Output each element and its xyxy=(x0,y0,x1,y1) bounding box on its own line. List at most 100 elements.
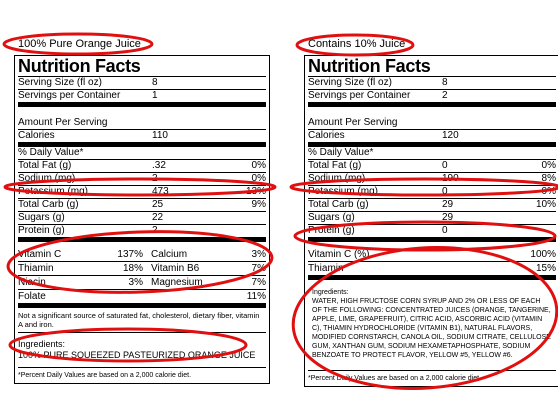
cell: 0 xyxy=(442,225,448,236)
cell: 473 xyxy=(152,186,169,197)
nutrient-row: Total Fat (g) .32 0% xyxy=(18,160,266,173)
ingredients: Ingredients: 100% PURE SQUEEZED PASTEURIZ… xyxy=(18,333,266,368)
daily-value: % Daily Value* xyxy=(18,147,266,160)
cell: 2 xyxy=(152,173,158,184)
calories-row: Calories 110 xyxy=(18,130,266,147)
nutrient-row: Potassium (mg) 473 13% xyxy=(18,186,266,199)
amount-per-serving: Amount Per Serving xyxy=(308,117,556,130)
cell: 8% xyxy=(541,173,556,184)
cell: Total Carb (g) xyxy=(18,199,79,210)
nutrient-row: Total Carb (g) 29 10% xyxy=(308,199,556,212)
ingredients-label: Ingredients: xyxy=(312,289,349,296)
label-title: 100% Pure Orange Juice xyxy=(18,38,141,50)
amount-per-serving: Amount Per Serving xyxy=(18,117,266,130)
cell: 0% xyxy=(251,160,266,171)
cell: Folate xyxy=(18,291,46,302)
cell: 3% xyxy=(128,277,143,288)
cell: 29 xyxy=(442,212,454,223)
header: Nutrition Facts xyxy=(18,56,266,77)
header: Nutrition Facts xyxy=(308,56,556,77)
cell: Vitamin C (%) xyxy=(308,249,370,260)
cell: Serving Size (fl oz) xyxy=(308,77,392,88)
cell: 22 xyxy=(152,212,164,223)
cell: 3% xyxy=(251,249,266,260)
vitamin-row: Vitamin C (%) 100% xyxy=(308,248,556,262)
vitamin-row: Thiamin 15% xyxy=(308,262,556,280)
spacer xyxy=(308,107,556,117)
cell: 120 xyxy=(442,130,459,141)
cell: Niacin xyxy=(18,277,46,288)
daily-value: % Daily Value* xyxy=(308,147,556,160)
nutrient-row: Sodium (mg) 2 0% xyxy=(18,173,266,186)
cell: 9% xyxy=(251,199,266,210)
cell: Magnesium xyxy=(151,277,203,288)
nutrient-row: Total Fat (g) 0 0% xyxy=(308,160,556,173)
cell: 0% xyxy=(251,173,266,184)
cell: 7% xyxy=(251,277,266,288)
nutrition-label: Nutrition Facts Serving Size (fl oz) 8 Serv… xyxy=(304,55,558,387)
cell: 137% xyxy=(117,249,143,260)
vitamin-row: Vitamin C 137% Calcium 3% xyxy=(18,248,266,262)
cell: Serving Size (fl oz) xyxy=(18,77,102,88)
cell: Protein (g) xyxy=(18,225,65,236)
cell: Thiamin xyxy=(308,263,344,274)
cell: .32 xyxy=(152,160,166,171)
ingredients-label: Ingredients: xyxy=(18,339,66,349)
cell: 10% xyxy=(535,199,556,210)
cell: Sodium (mg) xyxy=(18,173,76,184)
cell: Total Fat (g) xyxy=(18,160,72,171)
vitamin-row: Thiamin 18% Vitamin B6 7% xyxy=(18,262,266,276)
cell: Total Carb (g) xyxy=(308,199,369,210)
cell: Potassium (mg) xyxy=(308,186,379,197)
cell: 7% xyxy=(251,263,266,274)
cell: Sugars (g) xyxy=(308,212,355,223)
cell: 25 xyxy=(152,199,164,210)
cell: Calories xyxy=(18,130,55,141)
cell: 2 xyxy=(152,225,158,236)
ingredients-text: WATER, HIGH FRUCTOSE CORN SYRUP AND 2% O… xyxy=(312,298,551,359)
cell: Protein (g) xyxy=(308,225,355,236)
nutrient-row: Potassium (mg) 0 0% xyxy=(308,186,556,199)
cell: Sugars (g) xyxy=(18,212,65,223)
cell: 0 xyxy=(442,160,448,171)
cell: 18% xyxy=(122,263,143,274)
ingredients-text: 100% PURE SQUEEZED PASTEURIZED ORANGE JU… xyxy=(18,350,256,360)
cell: Calcium xyxy=(151,249,188,260)
nutrient-row: Sugars (g) 22 xyxy=(18,212,266,225)
nutrient-row: Protein (g) 2 xyxy=(18,225,266,242)
serving-row: Serving Size (fl oz) 8 xyxy=(18,77,266,90)
vitamin-row: Folate 11% xyxy=(18,290,266,308)
nutrient-row: Protein (g) 0 xyxy=(308,225,556,242)
cell: 8 xyxy=(442,77,448,88)
cell: 190 xyxy=(442,173,459,184)
serving-row: Servings per Container 1 xyxy=(18,90,266,107)
nutrition-label: Nutrition Facts Serving Size (fl oz) 8 Serv… xyxy=(14,55,270,384)
cell: Calories xyxy=(308,130,345,141)
cell: 2 xyxy=(442,90,448,101)
cell: 100% xyxy=(530,249,556,260)
note: Not a significant source of saturated fa… xyxy=(18,308,266,333)
nutrient-row: Sodium (mg) 190 8% xyxy=(308,173,556,186)
cell: Vitamin B6 xyxy=(151,263,200,274)
cell: 11% xyxy=(246,291,266,302)
cell: 13% xyxy=(245,186,266,197)
label-title: Contains 10% Juice xyxy=(308,38,406,50)
spacer xyxy=(18,107,266,117)
cell: Servings per Container xyxy=(18,90,121,101)
cell: 8 xyxy=(152,77,158,88)
cell: 29 xyxy=(442,199,454,210)
footnote: *Percent Daily Values are based on a 2,0… xyxy=(18,372,192,379)
cell: 110 xyxy=(152,130,168,141)
cell: 1 xyxy=(152,90,158,101)
serving-row: Servings per Container 2 xyxy=(308,90,556,107)
cell: 0% xyxy=(541,186,556,197)
footnote: *Percent Daily Values are based on a 2,0… xyxy=(308,375,482,382)
cell: Total Fat (g) xyxy=(308,160,362,171)
nutrient-row: Sugars (g) 29 xyxy=(308,212,556,225)
cell: 0 xyxy=(442,186,448,197)
nutrient-row: Total Carb (g) 25 9% xyxy=(18,199,266,212)
cell: Vitamin C xyxy=(18,249,62,260)
cell: Thiamin xyxy=(18,263,54,274)
vitamin-row: Niacin 3% Magnesium 7% xyxy=(18,276,266,290)
